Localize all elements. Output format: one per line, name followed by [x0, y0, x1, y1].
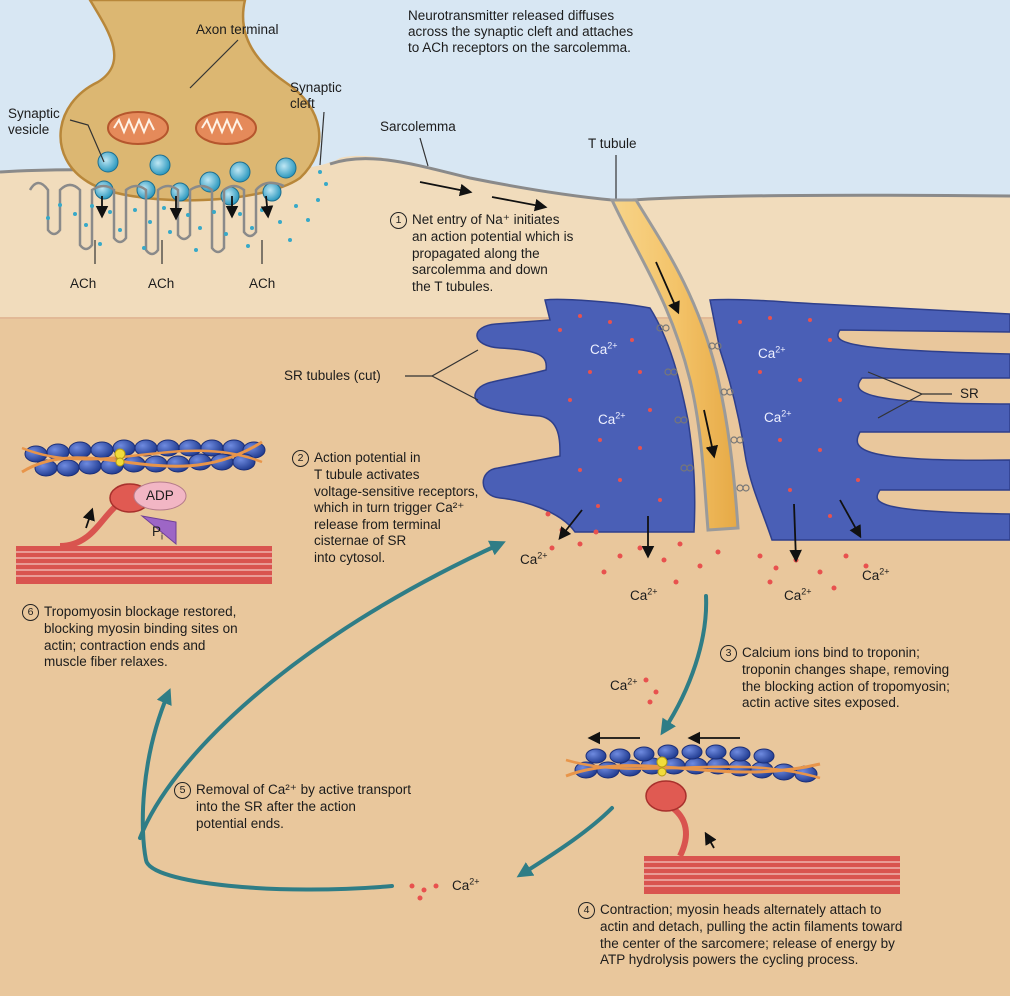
synaptic-cleft-label: Synaptic cleft — [290, 80, 342, 111]
step-number: 5 — [174, 782, 191, 799]
mitochondrion — [195, 111, 257, 145]
sr-label: SR — [960, 386, 979, 401]
step-6: 6 Tropomyosin blockage restored, blocking… — [22, 604, 238, 671]
ach-label: ACh — [70, 276, 97, 291]
sr-left — [474, 298, 696, 533]
relaxed-sarcomere — [16, 439, 272, 584]
step-2: 2 Action potential in T tubule activates … — [292, 450, 478, 566]
calcium-label: Ca2+ — [452, 876, 480, 893]
receptor-pairs — [656, 324, 750, 492]
calcium-label: Ca2+ — [764, 408, 792, 425]
pi-label: Pi — [152, 524, 164, 542]
step-3: 3 Calcium ions bind to troponin; troponin… — [720, 645, 950, 712]
calcium-label: Ca2+ — [630, 586, 658, 603]
calcium-label: Ca2+ — [520, 550, 548, 567]
ach-label: ACh — [148, 276, 175, 291]
calcium-label: Ca2+ — [590, 340, 618, 357]
step-number: 3 — [720, 645, 737, 662]
step-4: 4 Contraction; myosin heads alternately a… — [578, 902, 902, 969]
step-number: 2 — [292, 450, 309, 467]
mitochondrion — [107, 111, 169, 145]
t-tubule-label: T tubule — [588, 136, 637, 151]
step-1: 1 Net entry of Na⁺ initiates an action po… — [390, 212, 573, 295]
step-number: 6 — [22, 604, 39, 621]
top-note: Neurotransmitter released diffuses acros… — [408, 8, 634, 55]
junctional-folds — [28, 181, 285, 256]
step-number: 1 — [390, 212, 407, 229]
sr-right — [709, 298, 1010, 541]
cycle-arrows — [138, 540, 709, 892]
synaptic-vesicles — [94, 151, 297, 206]
release-arrows — [95, 195, 274, 221]
synaptic-vesicle-label: Synaptic vesicle — [8, 106, 60, 137]
sr-tubules-label: SR tubules (cut) — [284, 368, 381, 383]
axon-terminal — [59, 0, 321, 206]
calcium-label: Ca2+ — [784, 586, 812, 603]
ach-label: ACh — [249, 276, 276, 291]
step-number: 4 — [578, 902, 595, 919]
calcium-label: Ca2+ — [862, 566, 890, 583]
contracting-sarcomere — [565, 731, 900, 894]
ach-dots — [46, 170, 328, 252]
adp-label: ADP — [146, 488, 174, 503]
calcium-label: Ca2+ — [598, 410, 626, 427]
step-5: 5 Removal of Ca²⁺ by active transport int… — [174, 782, 411, 832]
axon-terminal-label: Axon terminal — [196, 22, 279, 37]
calcium-label: Ca2+ — [610, 676, 638, 693]
calcium-label: Ca2+ — [758, 344, 786, 361]
sarcolemma-label: Sarcolemma — [380, 119, 456, 134]
